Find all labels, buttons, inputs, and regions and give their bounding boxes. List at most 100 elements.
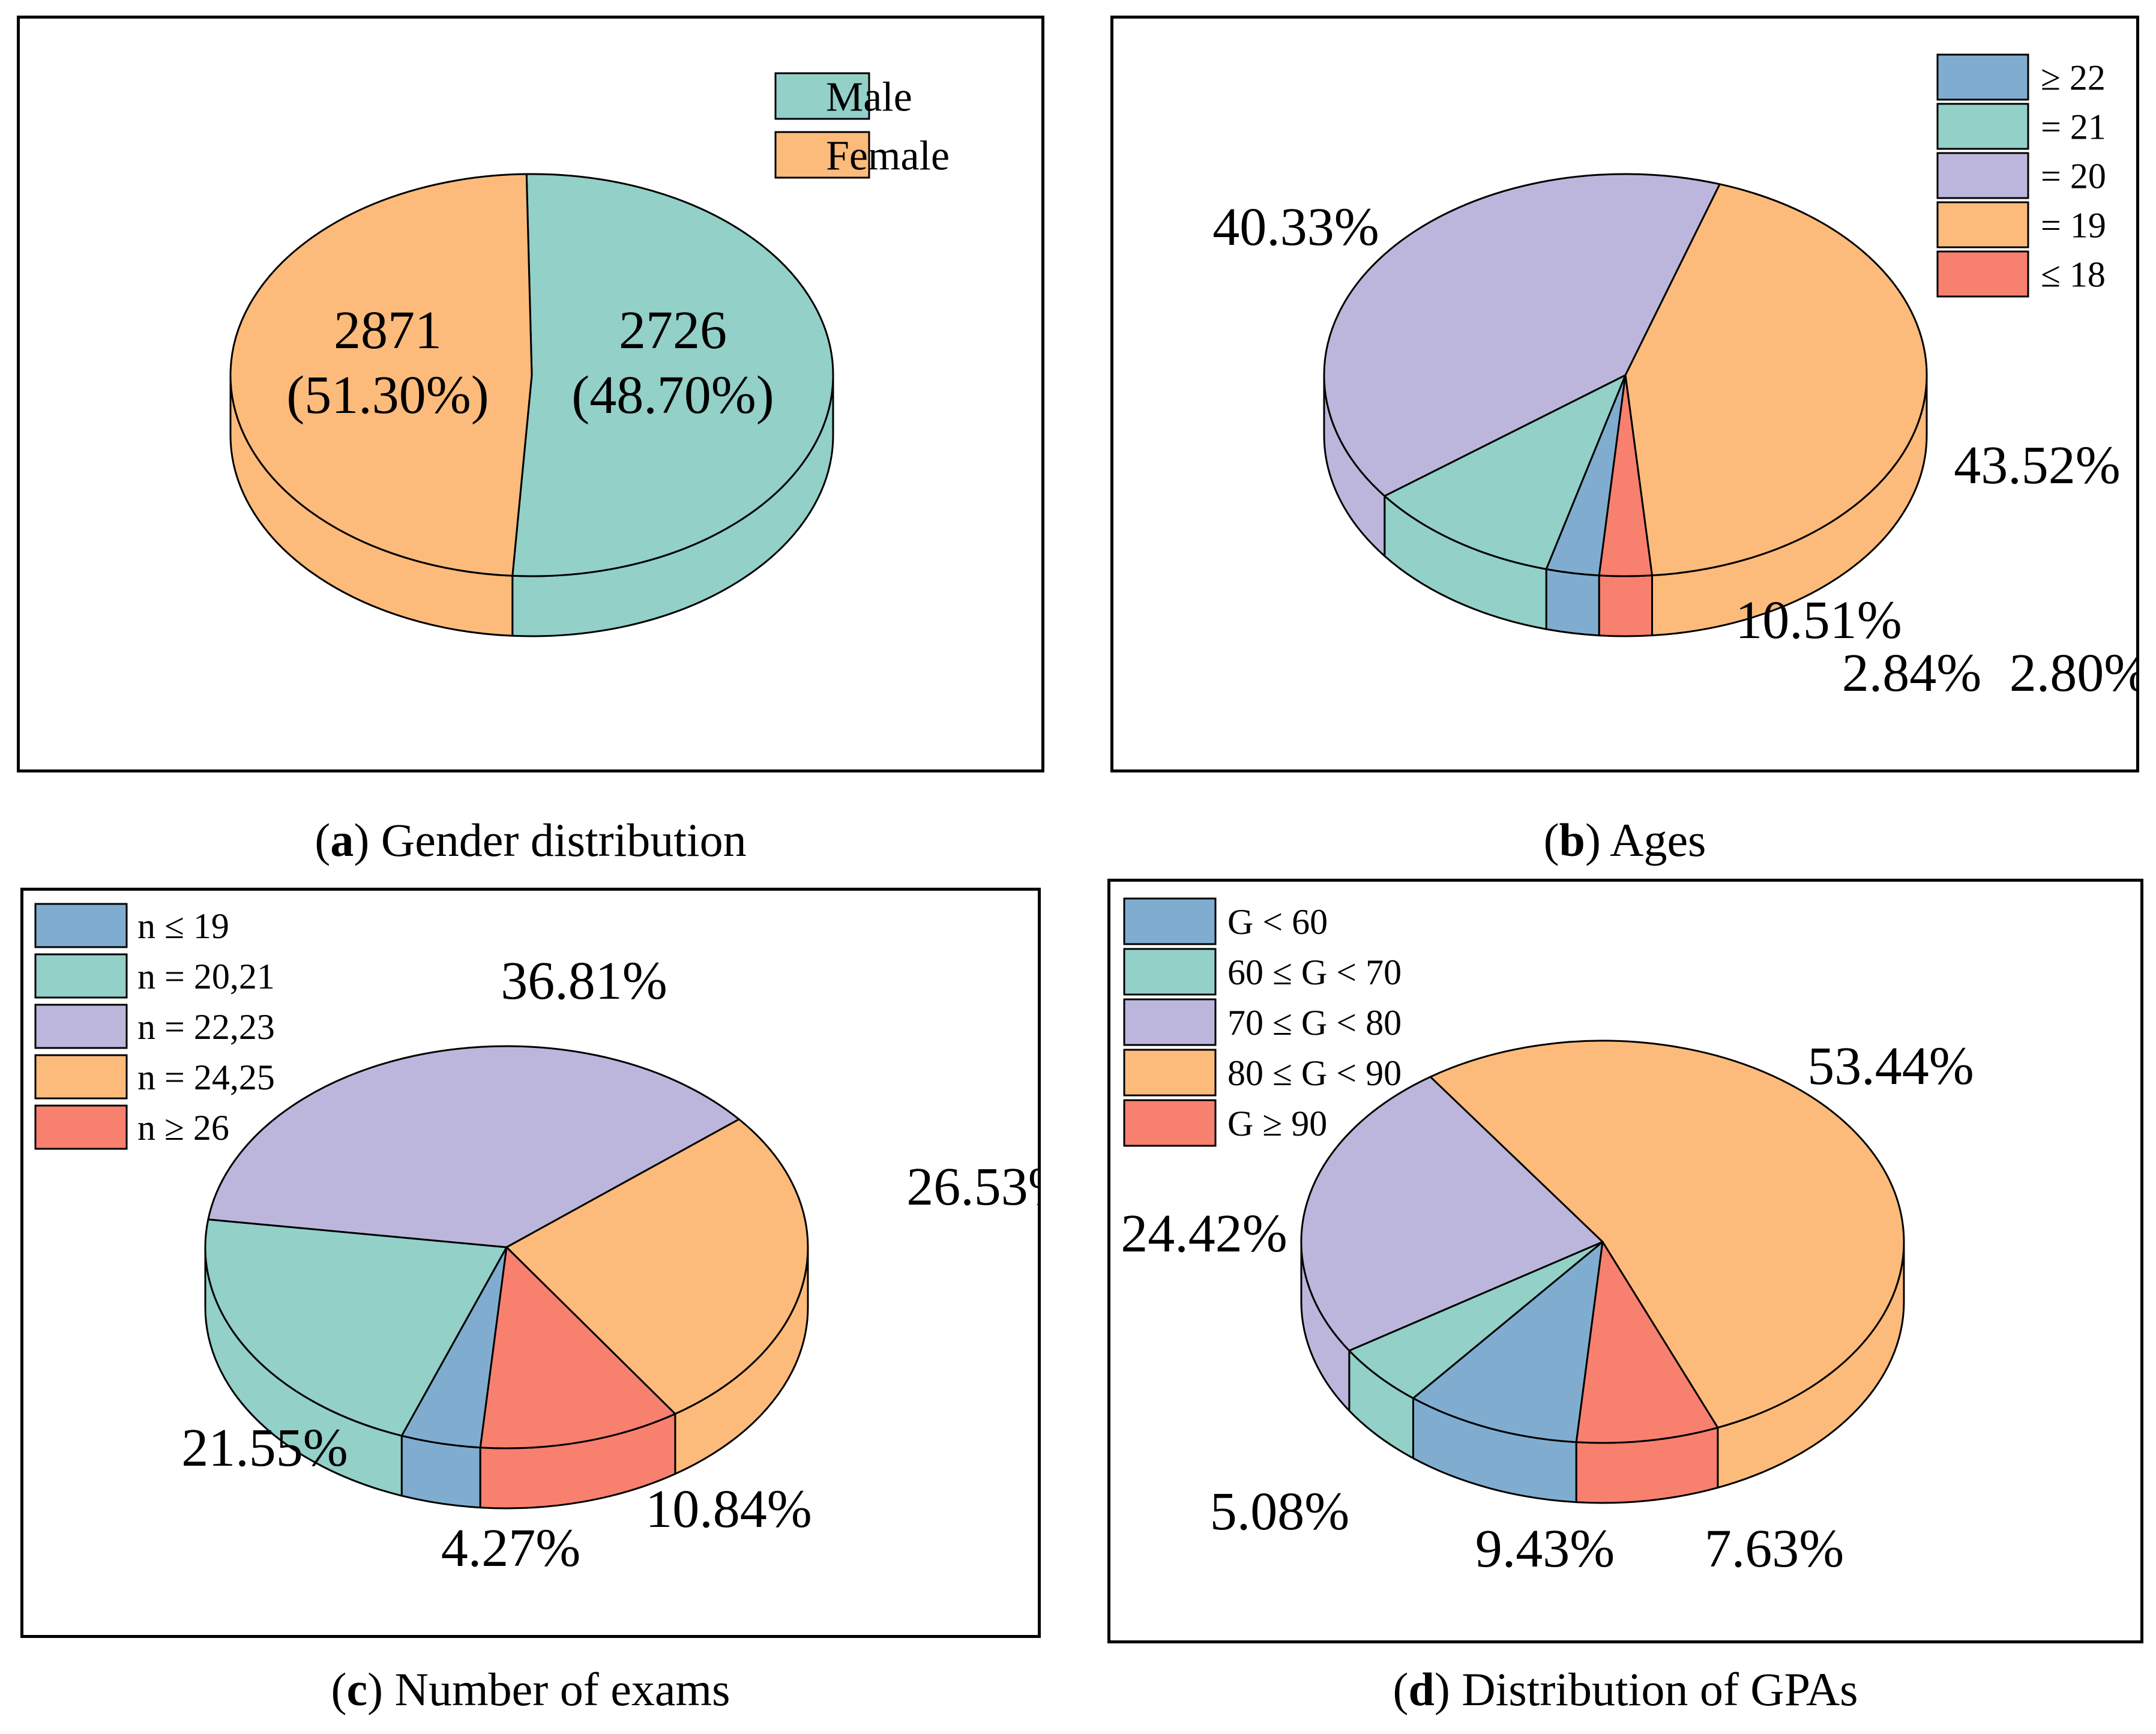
pie-chart-ages: 2.84%10.51% 40.33% 43.52% 2.80% ≥ 22 = 21 = 20… (1212, 53, 2139, 703)
pie-a-label-male-line2: (51.30%) (286, 366, 489, 425)
legend-c-label-n-le-19: n ≤ 19 (137, 906, 229, 946)
pie-c-slices (204, 1045, 809, 1510)
panel-distribution-of-gpas: 9.43% 5.08% 24.42% 53.44% 7.63% G < 60 60 ≤ G … (1107, 879, 2143, 1643)
pie-c-label-n-ge-26: 10.84% (645, 1480, 812, 1539)
pie-c-label-n-eq-22-23: 36.81% (501, 951, 667, 1011)
pie-c-labels: 4.27% 21.55% 36.81% 26.53% 10.84% (181, 951, 1041, 1578)
pie-d-label-70-le-g-lt-80: 24.42% (1121, 1204, 1287, 1263)
legend-c-label-n-eq-20-21: n = 20,21 (137, 957, 275, 996)
legend-d-swatch-80-le-g-lt-90 (1123, 1049, 1217, 1097)
panel-ages: 2.84% 10.51% 40.33% 43.52% 2.80% ≥ 22 = 21 = 20… (1110, 16, 2139, 772)
pie-d-label-g-lt-60: 9.43% (1475, 1519, 1615, 1579)
caption-b-text: Ages (1610, 814, 1706, 866)
pie-chart-gender: 2871 (51.30%) 2726 (48.70%) Male Female (229, 72, 950, 637)
legend-d-label-80-le-g-lt-90: 80 ≤ G < 90 (1227, 1053, 1402, 1093)
pie-a-label-female-line1: 2726 (619, 301, 727, 360)
legend-b-swatch-eq-20 (1936, 152, 2029, 199)
legend-c-label-n-eq-22-23: n = 22,23 (137, 1007, 275, 1047)
pie-d-label-60-le-g-lt-70: 5.08% (1210, 1482, 1349, 1541)
caption-c-text: Number of exams (394, 1663, 730, 1715)
pie-b-slice-eq-19 (1624, 183, 1928, 577)
caption-b-letter: b (1559, 814, 1585, 866)
pie-a-legend: Male Female (774, 72, 950, 179)
pie-b-side-le-18 (1598, 574, 1653, 637)
pie-b-label-eq-21: 10.51% (1735, 591, 1902, 650)
legend-d-label-60-le-g-lt-70: 60 ≤ G < 70 (1227, 953, 1402, 992)
legend-a-label-female: Female (826, 133, 950, 179)
legend-c-swatch-n-ge-26 (34, 1104, 128, 1150)
legend-d-swatch-70-le-g-lt-80 (1123, 998, 1217, 1046)
pie-a-label-female-line2: (48.70%) (571, 366, 774, 425)
caption-a-letter: a (330, 814, 354, 866)
pie-d-slice-70-le-g-lt-80 (1300, 1076, 1604, 1352)
legend-b-label-eq-19: = 19 (2041, 206, 2106, 245)
legend-d-label-g-ge-90: G ≥ 90 (1227, 1104, 1327, 1143)
pie-b-slice-eq-20 (1323, 173, 1721, 497)
legend-b-swatch-eq-21 (1936, 103, 2029, 150)
pie-b-label-eq-19: 43.52% (1954, 436, 2120, 495)
pie-b-slice-eq-21 (1384, 374, 1627, 570)
legend-d-label-70-le-g-lt-80: 70 ≤ G < 80 (1227, 1003, 1402, 1043)
pie-d-slice-60-le-g-lt-70 (1348, 1241, 1604, 1400)
legend-b-swatch-ge-22 (1936, 53, 2029, 101)
pie-a-slice-female (229, 173, 533, 577)
pie-b-label-eq-20: 40.33% (1212, 197, 1379, 257)
legend-b-label-eq-20: = 20 (2041, 157, 2106, 196)
caption-a-text: Gender distribution (381, 814, 747, 866)
pie-a-labels: 2871 (51.30%) 2726 (48.70%) (286, 301, 774, 425)
pie-b-label-ge-22: 2.84% (1842, 643, 1981, 703)
legend-c-label-n-ge-26: n ≥ 26 (137, 1108, 229, 1148)
pie-b-slice-le-18 (1598, 374, 1653, 577)
legend-a-swatch-male (774, 72, 870, 120)
legend-c-swatch-n-le-19 (34, 903, 128, 948)
pie-b-side-ge-22 (1545, 568, 1600, 637)
caption-b: (b) Ages (1543, 814, 1706, 866)
pie-d-slices (1300, 1040, 1905, 1504)
legend-d-label-g-lt-60: G < 60 (1227, 902, 1328, 942)
pie-b-label-le-18: 2.80% (2010, 643, 2139, 703)
caption-c: (c) Number of exams (331, 1663, 730, 1715)
legend-c-swatch-n-eq-24-25 (34, 1054, 128, 1100)
pie-c-slice-n-eq-22-23 (207, 1045, 740, 1248)
pie-c-slice-n-eq-24-25 (505, 1118, 809, 1415)
pie-b-labels: 2.84%10.51% 40.33% 43.52% 2.80% (1212, 197, 2139, 703)
pie-d-label-g-ge-90: 7.63% (1705, 1519, 1844, 1579)
caption-d: (d) Distribution of GPAs (1393, 1663, 1858, 1715)
legend-b-swatch-eq-19 (1936, 201, 2029, 248)
pie-b-legend: ≥ 22 = 21 = 20 = 19 ≤ 18 (1936, 53, 2106, 298)
pie-c-label-n-le-19: 4.27% (441, 1519, 580, 1578)
caption-d-letter: d (1408, 1663, 1435, 1715)
legend-c-swatch-n-eq-20-21 (34, 953, 128, 999)
pie-chart-exams: 4.27% 21.55% 36.81% 26.53% 10.84% n ≤ 19 n = 2… (34, 903, 1041, 1578)
pie-chart-gpas: 9.43% 5.08% 24.42% 53.44% 7.63% G < 60 60 ≤ G … (1121, 897, 1974, 1579)
legend-a-swatch-female (774, 131, 870, 179)
pie-b-slices (1323, 173, 1928, 637)
pie-d-slice-80-le-g-lt-90 (1429, 1040, 1905, 1429)
caption-d-text: Distribution of GPAs (1462, 1663, 1858, 1715)
legend-a-label-male: Male (826, 74, 912, 121)
legend-b-swatch-le-18 (1936, 250, 2029, 298)
legend-b-label-le-18: ≤ 18 (2041, 255, 2106, 295)
pie-a-slice-male (511, 173, 834, 577)
pie-c-slice-n-eq-20-21 (204, 1218, 508, 1437)
panel-number-of-exams: 4.27% 21.55% 36.81% 26.53% 10.84% n ≤ 19 n = 2… (20, 888, 1041, 1638)
legend-c-swatch-n-eq-22-23 (34, 1004, 128, 1049)
legend-c-label-n-eq-24-25: n = 24,25 (137, 1058, 275, 1097)
pie-d-slice-g-lt-60 (1412, 1241, 1604, 1443)
pie-a-slices (229, 173, 834, 637)
pie-d-slice-g-ge-90 (1575, 1241, 1719, 1444)
legend-b-label-ge-22: ≥ 22 (2041, 58, 2106, 98)
pie-d-legend: G < 60 60 ≤ G < 70 70 ≤ G < 80 80 ≤ G < 90 G… (1123, 897, 1402, 1147)
pie-c-label-n-eq-24-25: 26.53% (906, 1157, 1041, 1217)
pie-c-legend: n ≤ 19 n = 20,21 n = 22,23 n = 24,25 n ≥ 26 (34, 903, 275, 1150)
legend-d-swatch-60-le-g-lt-70 (1123, 948, 1217, 996)
legend-d-swatch-g-ge-90 (1123, 1099, 1217, 1147)
pie-d-label-80-le-g-lt-90: 53.44% (1807, 1037, 1974, 1096)
pie-c-slice-n-ge-26 (479, 1246, 676, 1450)
legend-b-label-eq-21: = 21 (2041, 107, 2106, 147)
caption-a: (a) Gender distribution (315, 814, 747, 866)
pie-a-label-male-line1: 2871 (334, 301, 442, 360)
panel-gender-distribution: 2871 (51.30%) 2726 (48.70%) Male Female (17, 16, 1044, 772)
pie-c-label-n-eq-20-21: 21.55% (181, 1418, 348, 1478)
legend-d-swatch-g-lt-60 (1123, 897, 1217, 945)
